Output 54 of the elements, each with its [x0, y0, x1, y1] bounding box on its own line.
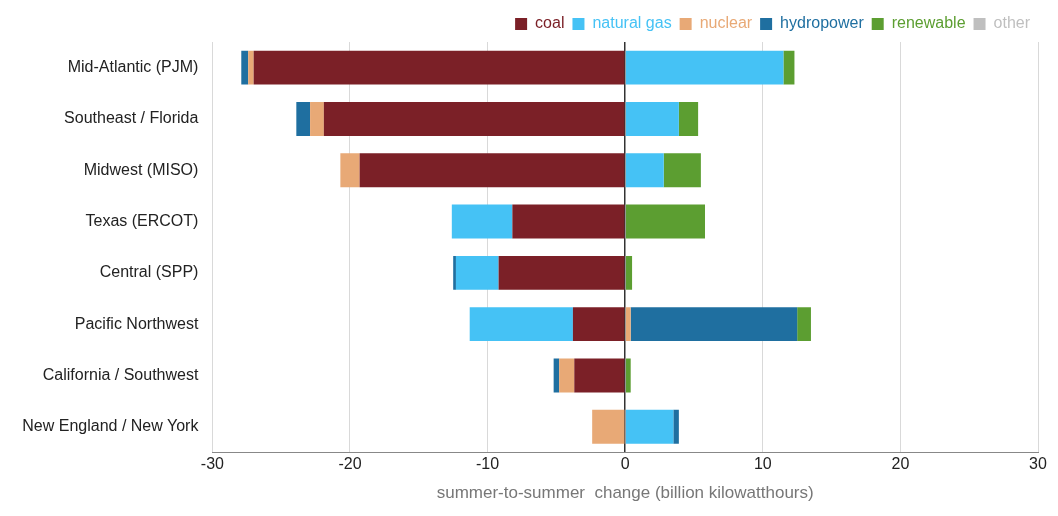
x-tick-label: -20 — [338, 455, 362, 473]
bar — [455, 255, 499, 290]
bar — [797, 307, 811, 342]
bar — [673, 409, 679, 444]
y-tick-label: Pacific Northwest — [74, 314, 199, 332]
bar — [630, 307, 798, 342]
bar — [625, 358, 631, 393]
y-tick-label: Texas (ERCOT) — [85, 211, 199, 229]
bar — [572, 307, 625, 342]
bar — [625, 204, 705, 239]
bar — [451, 204, 513, 239]
x-tick-label: -30 — [200, 455, 225, 473]
bar — [625, 102, 679, 136]
bar — [783, 50, 795, 85]
bar — [453, 255, 456, 290]
bar — [241, 50, 249, 85]
bar — [253, 50, 625, 85]
bar — [625, 153, 664, 188]
bar — [592, 409, 625, 444]
x-tick-label: 20 — [891, 455, 910, 473]
bar — [469, 307, 573, 342]
bar — [340, 153, 360, 188]
bar — [625, 307, 631, 342]
bar — [625, 50, 784, 85]
x-axis-title: summer-to-summer change (billion kilowatthours) — [436, 483, 814, 503]
legend-label: natural gas — [592, 14, 672, 32]
bar — [625, 409, 674, 444]
y-tick-label: Southeast / Florida — [64, 109, 199, 127]
legend-label: renewable — [891, 14, 966, 32]
y-tick-label: California / Southwest — [42, 365, 199, 383]
bar — [559, 358, 575, 393]
bar — [574, 358, 625, 393]
x-tick-label: 30 — [1029, 455, 1047, 473]
legend-label: hydropower — [780, 14, 865, 32]
bar — [359, 153, 625, 188]
legend-label: nuclear — [699, 14, 753, 32]
bar — [296, 102, 311, 136]
x-tick-label: 10 — [753, 455, 772, 473]
y-tick-label: Central (SPP) — [99, 263, 199, 281]
legend-label: coal — [535, 14, 565, 32]
bar — [323, 102, 625, 136]
bar — [663, 153, 701, 188]
bar — [678, 102, 699, 136]
bar — [625, 255, 633, 290]
bar — [498, 255, 625, 290]
y-tick-label: Midwest (MISO) — [83, 160, 199, 178]
bar — [512, 204, 625, 239]
x-tick-label: 0 — [620, 455, 630, 473]
bar — [248, 50, 254, 85]
bar — [310, 102, 324, 136]
legend-label: other — [993, 14, 1031, 32]
x-tick-label: -10 — [476, 455, 500, 473]
y-tick-label: Mid-Atlantic (PJM) — [67, 58, 199, 76]
y-tick-label: New England / New York — [22, 417, 200, 435]
